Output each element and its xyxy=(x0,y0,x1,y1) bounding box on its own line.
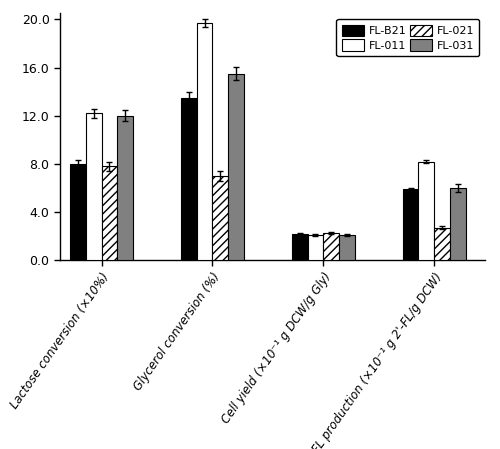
Bar xyxy=(308,235,324,260)
Bar xyxy=(450,188,466,260)
Bar xyxy=(212,176,228,260)
Bar xyxy=(70,164,86,260)
Bar xyxy=(292,234,308,260)
Legend: FL-B21, FL-011, FL-021, FL-031: FL-B21, FL-011, FL-021, FL-031 xyxy=(336,19,480,57)
Bar xyxy=(181,98,196,260)
Bar xyxy=(324,233,339,260)
Bar xyxy=(196,23,212,260)
Bar xyxy=(86,114,102,260)
Bar xyxy=(102,167,117,260)
Bar xyxy=(339,235,354,260)
Bar xyxy=(228,74,244,260)
Bar xyxy=(403,189,418,260)
Bar xyxy=(118,116,133,260)
Bar xyxy=(434,228,450,260)
Bar xyxy=(418,162,434,260)
